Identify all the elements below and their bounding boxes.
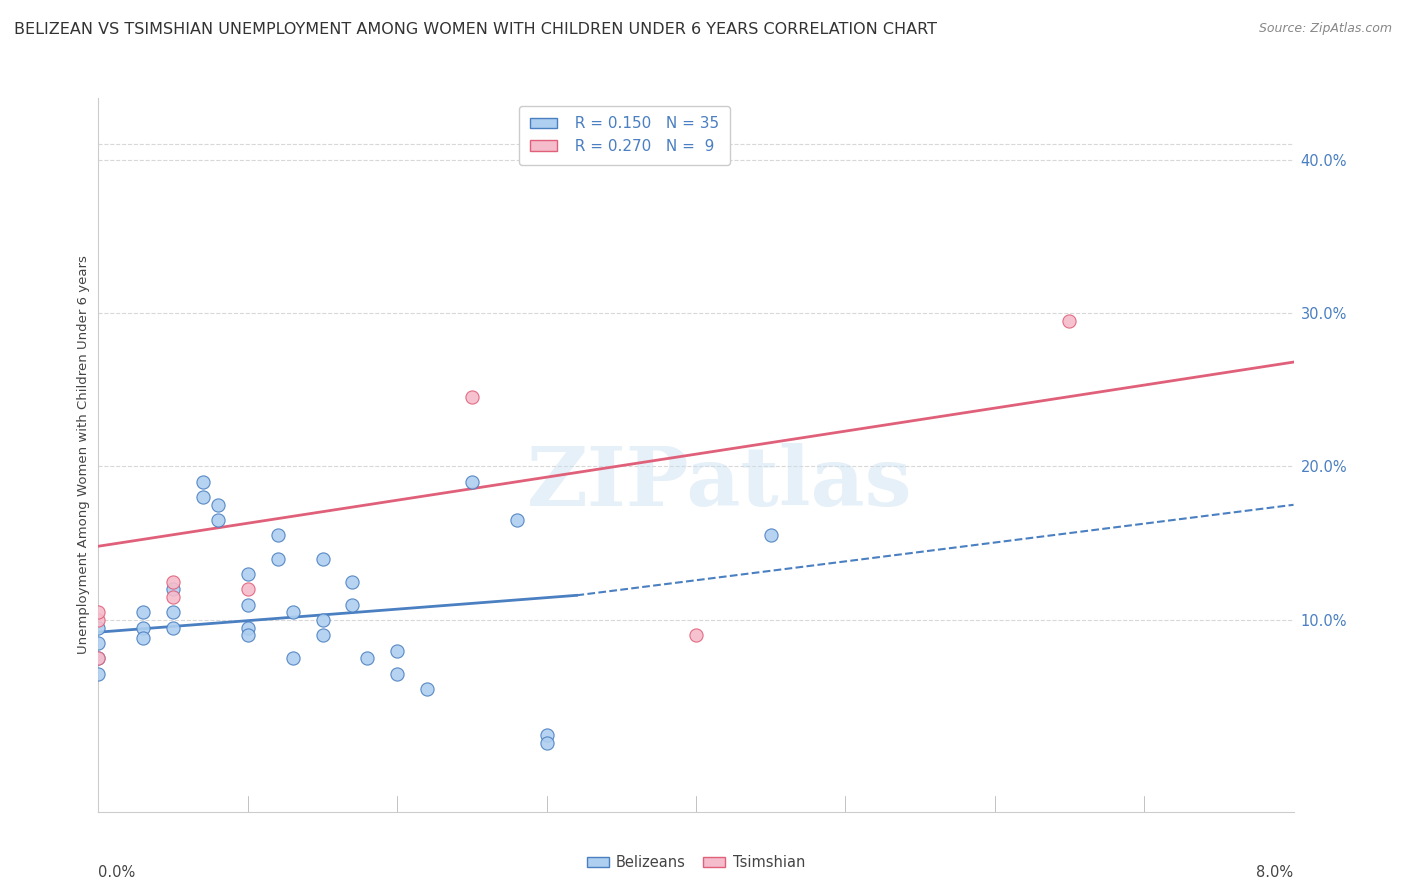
Point xyxy=(162,621,184,635)
Point xyxy=(191,475,214,489)
Point xyxy=(87,605,110,619)
Point xyxy=(685,628,707,642)
Point xyxy=(87,636,110,650)
Point xyxy=(311,551,333,566)
Point xyxy=(87,666,110,681)
Point xyxy=(87,613,110,627)
Point xyxy=(162,605,184,619)
Point xyxy=(207,498,229,512)
Point xyxy=(281,605,304,619)
Point xyxy=(87,651,110,665)
Point xyxy=(162,574,184,589)
Point xyxy=(536,728,558,742)
Point xyxy=(207,513,229,527)
Point xyxy=(416,681,439,696)
Text: Source: ZipAtlas.com: Source: ZipAtlas.com xyxy=(1258,22,1392,36)
Point xyxy=(281,651,304,665)
Point xyxy=(342,574,364,589)
Point xyxy=(311,613,333,627)
Point xyxy=(132,621,155,635)
Point xyxy=(311,628,333,642)
Point xyxy=(267,528,290,542)
Text: 0.0%: 0.0% xyxy=(98,865,135,880)
Point xyxy=(236,582,259,597)
Point xyxy=(236,621,259,635)
Point xyxy=(267,551,290,566)
Point xyxy=(356,651,378,665)
Text: ZIPatlas: ZIPatlas xyxy=(527,443,912,524)
Legend: Belizeans, Tsimshian: Belizeans, Tsimshian xyxy=(581,849,811,876)
Point xyxy=(132,632,155,646)
Point xyxy=(87,621,110,635)
Text: BELIZEAN VS TSIMSHIAN UNEMPLOYMENT AMONG WOMEN WITH CHILDREN UNDER 6 YEARS CORRE: BELIZEAN VS TSIMSHIAN UNEMPLOYMENT AMONG… xyxy=(14,22,936,37)
Point xyxy=(536,736,558,750)
Point xyxy=(236,628,259,642)
Point xyxy=(461,475,484,489)
Point xyxy=(342,598,364,612)
Point xyxy=(191,490,214,504)
Text: 8.0%: 8.0% xyxy=(1257,865,1294,880)
Point xyxy=(87,651,110,665)
Point xyxy=(1059,313,1081,327)
Point xyxy=(461,390,484,404)
Point xyxy=(385,666,409,681)
Point xyxy=(506,513,529,527)
Point xyxy=(236,566,259,581)
Point xyxy=(162,590,184,604)
Point xyxy=(759,528,782,542)
Point xyxy=(385,643,409,657)
Point xyxy=(162,582,184,597)
Point xyxy=(236,598,259,612)
Point xyxy=(132,605,155,619)
Y-axis label: Unemployment Among Women with Children Under 6 years: Unemployment Among Women with Children U… xyxy=(77,255,90,655)
